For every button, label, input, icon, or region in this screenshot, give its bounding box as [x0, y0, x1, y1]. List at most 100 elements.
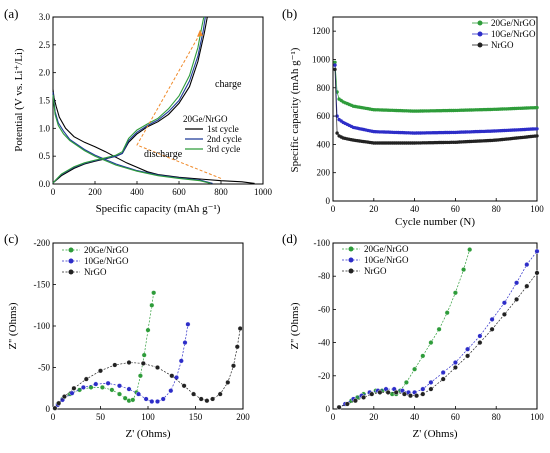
- data-point-NrGO: [335, 131, 339, 135]
- y-tick-label: -50: [38, 363, 50, 373]
- data-point-NrGO: [56, 400, 62, 406]
- data-point-NrGO: [489, 326, 495, 332]
- data-point-10Ge/NrGO: [501, 300, 507, 306]
- panel-d-xlabel: Z' (Ohms): [412, 428, 457, 440]
- data-point-20Ge/NrGO: [116, 391, 122, 397]
- data-point-10Ge/NrGO: [160, 396, 166, 402]
- y-tick-label: 1.5: [39, 96, 51, 106]
- legend-label: 1st cycle: [207, 124, 239, 134]
- data-point-20Ge/NrGO: [109, 387, 115, 393]
- panel-a-annotation-charge: charge: [215, 79, 242, 90]
- data-point-10Ge/NrGO: [93, 381, 99, 387]
- data-point-NrGO: [465, 353, 471, 359]
- y-tick-label: -200: [34, 238, 51, 248]
- legend-label: 3rd cycle: [207, 144, 240, 154]
- data-point-NrGO: [440, 376, 446, 382]
- data-point-10Ge/NrGO: [335, 114, 339, 118]
- y-tick-label: 0.5: [39, 151, 51, 161]
- data-point-10Ge/NrGO: [489, 316, 495, 322]
- data-point-10Ge/NrGO: [452, 360, 458, 366]
- data-point-NrGO: [524, 283, 530, 289]
- legend-swatch-marker: [68, 258, 74, 264]
- data-point-NrGO: [336, 404, 342, 410]
- y-tick-label: 2.5: [39, 40, 51, 50]
- data-point-10Ge/NrGO: [143, 396, 149, 402]
- legend-swatch-marker: [348, 257, 354, 263]
- legend-label: 10Ge/NrGO: [491, 29, 536, 39]
- data-point-10Ge/NrGO: [440, 370, 446, 376]
- data-point-NrGO: [140, 360, 146, 366]
- series-line-20Ge/NrGO: [54, 292, 155, 409]
- data-point-10Ge/NrGO: [149, 399, 155, 405]
- panel-a-arrows: [136, 29, 222, 179]
- data-point-10Ge/NrGO: [185, 321, 191, 327]
- y-tick-label: -100: [34, 321, 51, 331]
- panel-b-series: [333, 60, 539, 145]
- legend-swatch-marker: [68, 269, 74, 275]
- y-tick-label: 800: [317, 83, 331, 93]
- data-point-10Ge/NrGO: [465, 346, 471, 352]
- data-point-NrGO: [52, 405, 58, 411]
- data-point-NrGO: [369, 391, 375, 397]
- legend-label: NrGO: [364, 266, 387, 276]
- y-tick-label: 0: [326, 196, 331, 206]
- data-point-NrGO: [112, 362, 118, 368]
- data-point-10Ge/NrGO: [135, 391, 141, 397]
- data-point-20Ge/NrGO: [151, 290, 157, 296]
- data-point-10Ge/NrGO: [154, 399, 160, 405]
- data-point-NrGO: [385, 389, 391, 395]
- x-tick-label: 50: [96, 412, 106, 422]
- data-point-10Ge/NrGO: [420, 386, 426, 392]
- panel-d: (d) 0 20 40 60 80 100 0 -20 -40 -60 -80 -100 20Ge/N…: [282, 231, 544, 440]
- data-point-20Ge/NrGO: [428, 340, 434, 346]
- y-tick-label: -60: [318, 304, 330, 314]
- legend-swatch-marker: [68, 247, 74, 253]
- data-point-NrGO: [344, 401, 350, 407]
- series-line-10Ge/NrGO: [338, 251, 538, 408]
- x-tick-label: 100: [530, 412, 544, 422]
- panel-a-legend-title: 20Ge/NrGO: [183, 114, 228, 124]
- data-point-10Ge/NrGO: [80, 384, 86, 390]
- data-point-NrGO: [408, 393, 414, 399]
- data-point-NrGO: [83, 376, 89, 382]
- panel-d-letter: (d): [282, 231, 297, 246]
- series-line-NrGO: [54, 328, 241, 409]
- data-point-NrGO: [535, 134, 539, 138]
- x-tick-label: 60: [451, 204, 461, 214]
- data-point-10Ge/NrGO: [524, 262, 530, 268]
- panel-a: (a) 0 200 400 600 800 1000 0.0 0.5 1.0 1.5 2.0 2.5 3…: [4, 6, 273, 215]
- legend-label: 20Ge/NrGO: [491, 18, 536, 28]
- series-line-20Ge/NrGO: [334, 62, 538, 112]
- x-tick-label: 40: [410, 204, 420, 214]
- data-point-10Ge/NrGO: [173, 375, 179, 381]
- data-point-10Ge/NrGO: [514, 280, 520, 286]
- data-point-10Ge/NrGO: [168, 388, 174, 394]
- x-tick-label: 0: [331, 204, 336, 214]
- data-point-NrGO: [181, 383, 187, 389]
- data-point-20Ge/NrGO: [99, 384, 105, 390]
- panel-c-letter: (c): [4, 231, 18, 246]
- data-point-20Ge/NrGO: [141, 352, 147, 358]
- legend-label: NrGO: [84, 267, 107, 277]
- legend-swatch-marker: [477, 31, 483, 37]
- data-point-NrGO: [169, 373, 175, 379]
- x-tick-label: 400: [130, 187, 144, 197]
- data-point-10Ge/NrGO: [477, 333, 483, 339]
- series-line-2nd-cycle-charge: [52, 16, 206, 184]
- panel-b-letter: (b): [282, 6, 297, 21]
- x-tick-label: 0: [51, 187, 56, 197]
- process-arrow-path: [136, 33, 222, 179]
- panel-d-ylabel: Z'' (Ohms): [289, 302, 301, 349]
- data-point-NrGO: [71, 385, 77, 391]
- series-line-3rd-cycle-discharge: [52, 94, 211, 184]
- data-point-NrGO: [393, 389, 399, 395]
- y-tick-label: 1200: [312, 26, 331, 36]
- data-point-20Ge/NrGO: [420, 353, 426, 359]
- data-point-20Ge/NrGO: [145, 327, 151, 333]
- panel-d-series: [336, 247, 540, 410]
